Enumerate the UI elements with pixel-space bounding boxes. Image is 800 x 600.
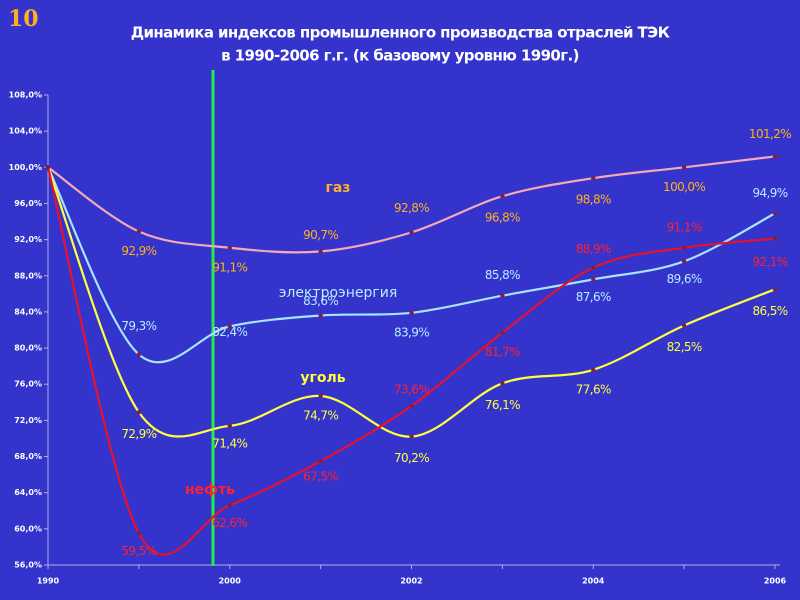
point xyxy=(227,503,232,508)
point xyxy=(591,367,596,372)
point xyxy=(591,175,596,181)
series-name: нефть xyxy=(185,482,235,498)
series-line xyxy=(46,167,776,556)
y-tick-label: 56,0% xyxy=(14,561,42,570)
point xyxy=(227,423,232,429)
value-label: 86,5% xyxy=(752,304,787,318)
value-label: 59,5% xyxy=(121,544,156,558)
value-label: 67,5% xyxy=(303,470,338,484)
value-label: 82,5% xyxy=(667,340,702,354)
y-tick-label: 104,0% xyxy=(9,127,42,136)
value-label: 74,7% xyxy=(303,408,338,422)
point xyxy=(227,245,232,250)
slide-number: 10 xyxy=(8,6,39,32)
point xyxy=(136,531,142,536)
value-label: 81,7% xyxy=(485,345,520,359)
y-tick-label: 72,0% xyxy=(14,416,42,425)
value-label: 62,6% xyxy=(212,516,247,530)
y-tick-label: 60,0% xyxy=(14,524,42,533)
point xyxy=(409,230,414,235)
point xyxy=(681,259,687,264)
value-label: 100,0% xyxy=(663,180,705,194)
value-label: 72,9% xyxy=(121,427,156,441)
point xyxy=(136,229,142,234)
x-tick-label: 2004 xyxy=(582,577,605,586)
point xyxy=(45,165,51,170)
x-tick-label: 2000 xyxy=(219,577,242,586)
point xyxy=(409,310,414,316)
y-tick-label: 88,0% xyxy=(14,271,42,280)
value-label: 76,1% xyxy=(485,398,520,412)
value-label: 79,3% xyxy=(121,319,156,333)
value-label: 96,8% xyxy=(485,211,520,225)
point xyxy=(409,434,414,439)
y-tick-label: 64,0% xyxy=(14,488,42,497)
point xyxy=(500,194,505,199)
y-tick-label: 76,0% xyxy=(14,380,42,389)
series-name: уголь xyxy=(300,370,345,386)
value-label: 70,2% xyxy=(394,451,429,465)
value-label: 71,4% xyxy=(212,436,247,450)
y-tick-label: 108,0% xyxy=(9,91,42,100)
point xyxy=(591,277,596,282)
value-label: 85,8% xyxy=(485,268,520,282)
y-tick-label: 92,0% xyxy=(14,235,42,244)
y-tick-label: 100,0% xyxy=(9,163,42,172)
y-tick-label: 80,0% xyxy=(14,344,42,353)
chart-title: Динамика индексов промышленного производ… xyxy=(131,24,671,42)
value-label: 90,7% xyxy=(303,228,338,242)
point xyxy=(318,458,323,464)
y-tick-label: 96,0% xyxy=(14,199,42,208)
value-label: 83,6% xyxy=(303,294,338,308)
value-label: 91,1% xyxy=(212,260,247,274)
point xyxy=(591,265,596,270)
point xyxy=(409,403,414,409)
value-label: 101,2% xyxy=(749,127,791,141)
point xyxy=(500,330,505,335)
value-label: 91,1% xyxy=(667,220,702,234)
value-label: 73,6% xyxy=(394,382,429,396)
point xyxy=(136,352,142,357)
y-tick-label: 68,0% xyxy=(14,452,42,461)
x-tick-label: 2006 xyxy=(764,577,787,586)
value-label: 92,8% xyxy=(394,201,429,215)
x-tick-label: 2002 xyxy=(400,577,422,586)
series-name: электроэнергия xyxy=(279,285,398,301)
point xyxy=(681,323,687,328)
value-label: 98,8% xyxy=(576,193,611,207)
value-label: 88,9% xyxy=(576,242,611,256)
value-label: 87,6% xyxy=(576,290,611,304)
point xyxy=(681,245,687,250)
x-tick-label: 1990 xyxy=(37,577,60,586)
y-tick-label: 84,0% xyxy=(14,307,42,316)
point xyxy=(772,236,778,241)
value-label: 92,1% xyxy=(752,255,787,269)
point xyxy=(500,381,505,386)
point xyxy=(318,393,323,399)
point xyxy=(772,287,778,292)
value-label: 83,9% xyxy=(394,325,429,339)
point xyxy=(772,211,778,216)
value-label: 89,6% xyxy=(667,272,702,286)
value-label: 92,9% xyxy=(121,244,156,258)
point xyxy=(318,249,323,254)
point xyxy=(500,293,505,298)
point xyxy=(681,165,687,170)
point xyxy=(772,154,778,159)
value-label: 77,6% xyxy=(576,382,611,396)
series-name: газ xyxy=(326,180,351,196)
chart-subtitle: в 1990-2006 г.г. (к базовому уровню 1990… xyxy=(221,47,579,65)
value-label: 94,9% xyxy=(752,186,787,200)
value-label: 82,4% xyxy=(212,325,247,339)
point xyxy=(318,313,323,318)
point xyxy=(136,410,142,415)
point xyxy=(227,324,232,329)
